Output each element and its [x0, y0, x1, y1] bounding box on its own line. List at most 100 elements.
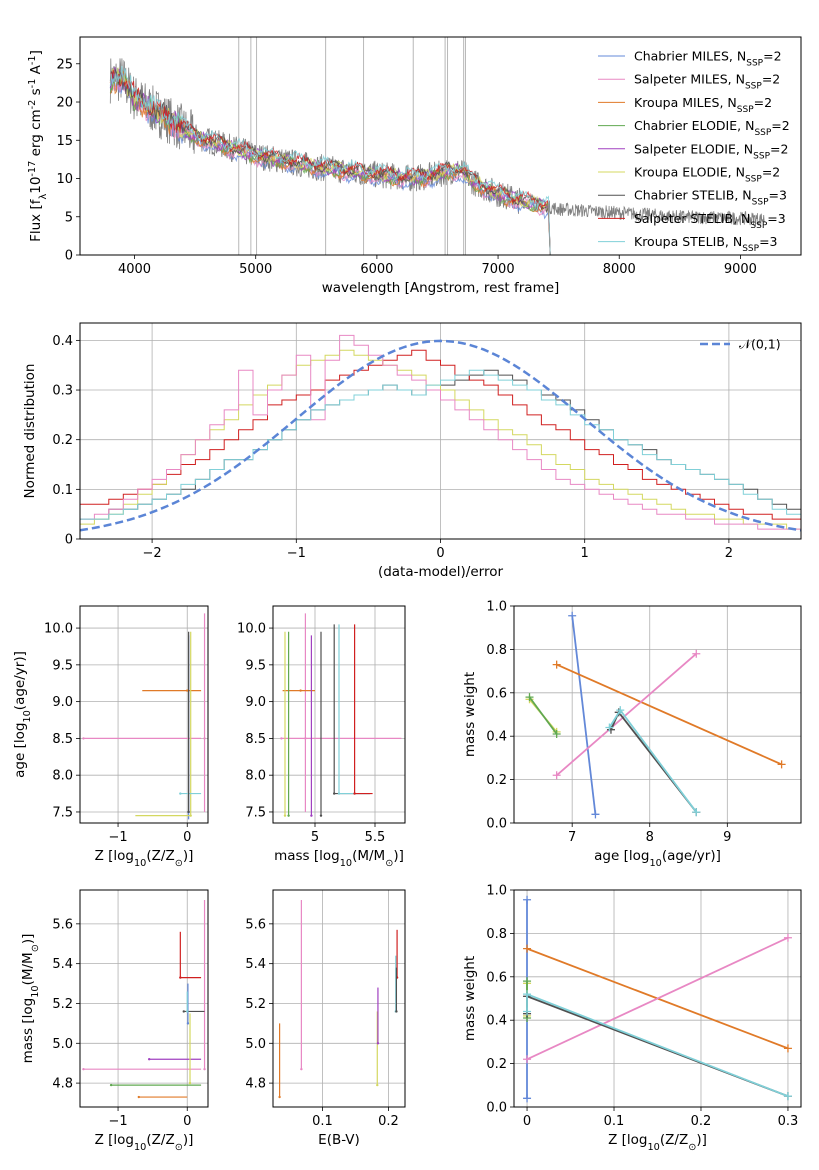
x-axis-label: Z [log10(Z/Z⊙)] [95, 1132, 194, 1153]
data-point [187, 810, 190, 814]
plot-area [82, 613, 206, 820]
y-tick-label: 8.5 [245, 732, 266, 747]
y-tick-label: 1.0 [486, 884, 507, 899]
y-axis-label: Flux [fλ10-17 erg cm-2 s-1 A-1] [27, 50, 49, 242]
model-spectrum [109, 69, 551, 255]
data-point [523, 895, 532, 904]
data-point [692, 808, 701, 817]
data-point [203, 1067, 206, 1071]
x-axis-label: age [log10(age/yr)] [594, 848, 721, 869]
y-tick-label: 9.5 [245, 658, 266, 673]
y-axis-label: mass weight [462, 956, 478, 1041]
model-spectrum [109, 67, 551, 255]
y-tick-label: 0.6 [486, 686, 507, 701]
weight-line [526, 936, 789, 1061]
data-point [777, 760, 786, 769]
y-tick-label: 0.2 [486, 773, 507, 788]
y-tick-label: 9.0 [52, 695, 73, 710]
data-point [189, 814, 192, 817]
legend-label: Chabrier ELODIE, NSSP=2 [634, 118, 790, 138]
y-tick-label: 0.4 [52, 334, 73, 349]
y-tick-label: 0 [65, 533, 73, 548]
x-tick-label: 9000 [724, 262, 757, 277]
legend-label: Chabrier MILES, NSSP=2 [634, 49, 782, 69]
y-tick-label: 4.8 [52, 1077, 73, 1092]
data-point [280, 737, 283, 740]
data-point [82, 737, 85, 740]
chart-mass-vs-ebv: 0.1 0.2 4.8 5.0 5.2 5.4 5.6 E(B-V) [245, 889, 406, 1148]
data-point [605, 723, 614, 732]
data-point [783, 1092, 792, 1101]
y-tick-label: 10.0 [237, 622, 266, 637]
x-tick-label: 0.2 [378, 1114, 399, 1129]
data-point [337, 792, 341, 795]
x-tick-label: 0 [436, 546, 444, 561]
y-tick-label: 0 [65, 249, 73, 264]
x-tick-label: 5.5 [365, 830, 386, 845]
data-point [591, 810, 600, 819]
data-point [523, 944, 532, 953]
data-point [333, 792, 336, 795]
data-point [552, 771, 561, 780]
y-tick-label: 0.4 [486, 730, 507, 745]
data-point [523, 977, 532, 986]
x-tick-label: 7000 [482, 262, 515, 277]
x-tick-label: 6000 [360, 262, 393, 277]
y-tick-label: 20 [56, 96, 73, 111]
x-tick-label: 5000 [239, 262, 272, 277]
y-tick-label: 25 [56, 57, 73, 72]
data-point [299, 689, 302, 692]
data-point [525, 693, 534, 702]
y-axis-label: age [log10(age/yr)] [12, 651, 33, 778]
x-tick-label: −1 [287, 546, 306, 561]
y-tick-label: 5.4 [245, 957, 266, 972]
data-point [137, 1095, 141, 1099]
data-point [182, 1010, 185, 1013]
x-tick-label: 0 [523, 1114, 531, 1129]
legend-label: Kroupa ELODIE, NSSP=2 [634, 165, 780, 185]
y-tick-label: 0.3 [52, 384, 73, 399]
data-point [203, 737, 206, 740]
y-tick-label: 0.6 [486, 970, 507, 985]
data-point [300, 1067, 303, 1071]
axes-frame [79, 889, 209, 1108]
y-tick-label: 5.2 [245, 997, 266, 1012]
plot-area [525, 611, 786, 819]
plot-area [80, 334, 801, 532]
weight-line [556, 663, 782, 766]
data-point [109, 1083, 113, 1087]
x-axis-label: wavelength [Angstrom, rest frame] [322, 280, 560, 296]
x-tick-label: 0.2 [691, 1114, 712, 1129]
plot-area [280, 613, 402, 817]
x-axis-label: Z [log10(Z/Z⊙)] [608, 1132, 707, 1153]
plot-area [82, 899, 206, 1099]
data-point [287, 814, 290, 817]
axes-frame [79, 605, 209, 824]
data-point [353, 792, 356, 795]
data-point [186, 1010, 189, 1013]
legend-label: Chabrier STELIB, NSSP=3 [634, 188, 787, 208]
y-tick-label: 0.4 [486, 1014, 507, 1029]
x-axis-label: E(B-V) [318, 1132, 360, 1148]
x-axis-label: mass [log10(M/M⊙)] [274, 848, 404, 869]
legend-label: Salpeter STELIB, NSSP=3 [634, 211, 786, 231]
y-tick-label: 10.0 [44, 622, 73, 637]
weight-line [608, 708, 698, 813]
y-tick-label: 0.1 [52, 483, 73, 498]
y-tick-label: 0.0 [486, 1101, 507, 1116]
data-point [283, 814, 287, 817]
plot-area [278, 899, 399, 1099]
y-tick-label: 8.0 [245, 769, 266, 784]
y-tick-label: 0.2 [486, 1057, 507, 1072]
x-axis-label: (data-model)/error [378, 564, 504, 580]
data-point [692, 649, 701, 658]
normal-curve [80, 339, 801, 532]
x-tick-label: −2 [143, 546, 162, 561]
data-point [568, 611, 577, 620]
data-point [523, 1007, 532, 1016]
x-tick-label: 0.3 [778, 1114, 799, 1129]
x-tick-label: 2 [725, 546, 733, 561]
y-axis-label: Normed distribution [22, 364, 38, 499]
y-tick-label: 5 [65, 210, 73, 225]
